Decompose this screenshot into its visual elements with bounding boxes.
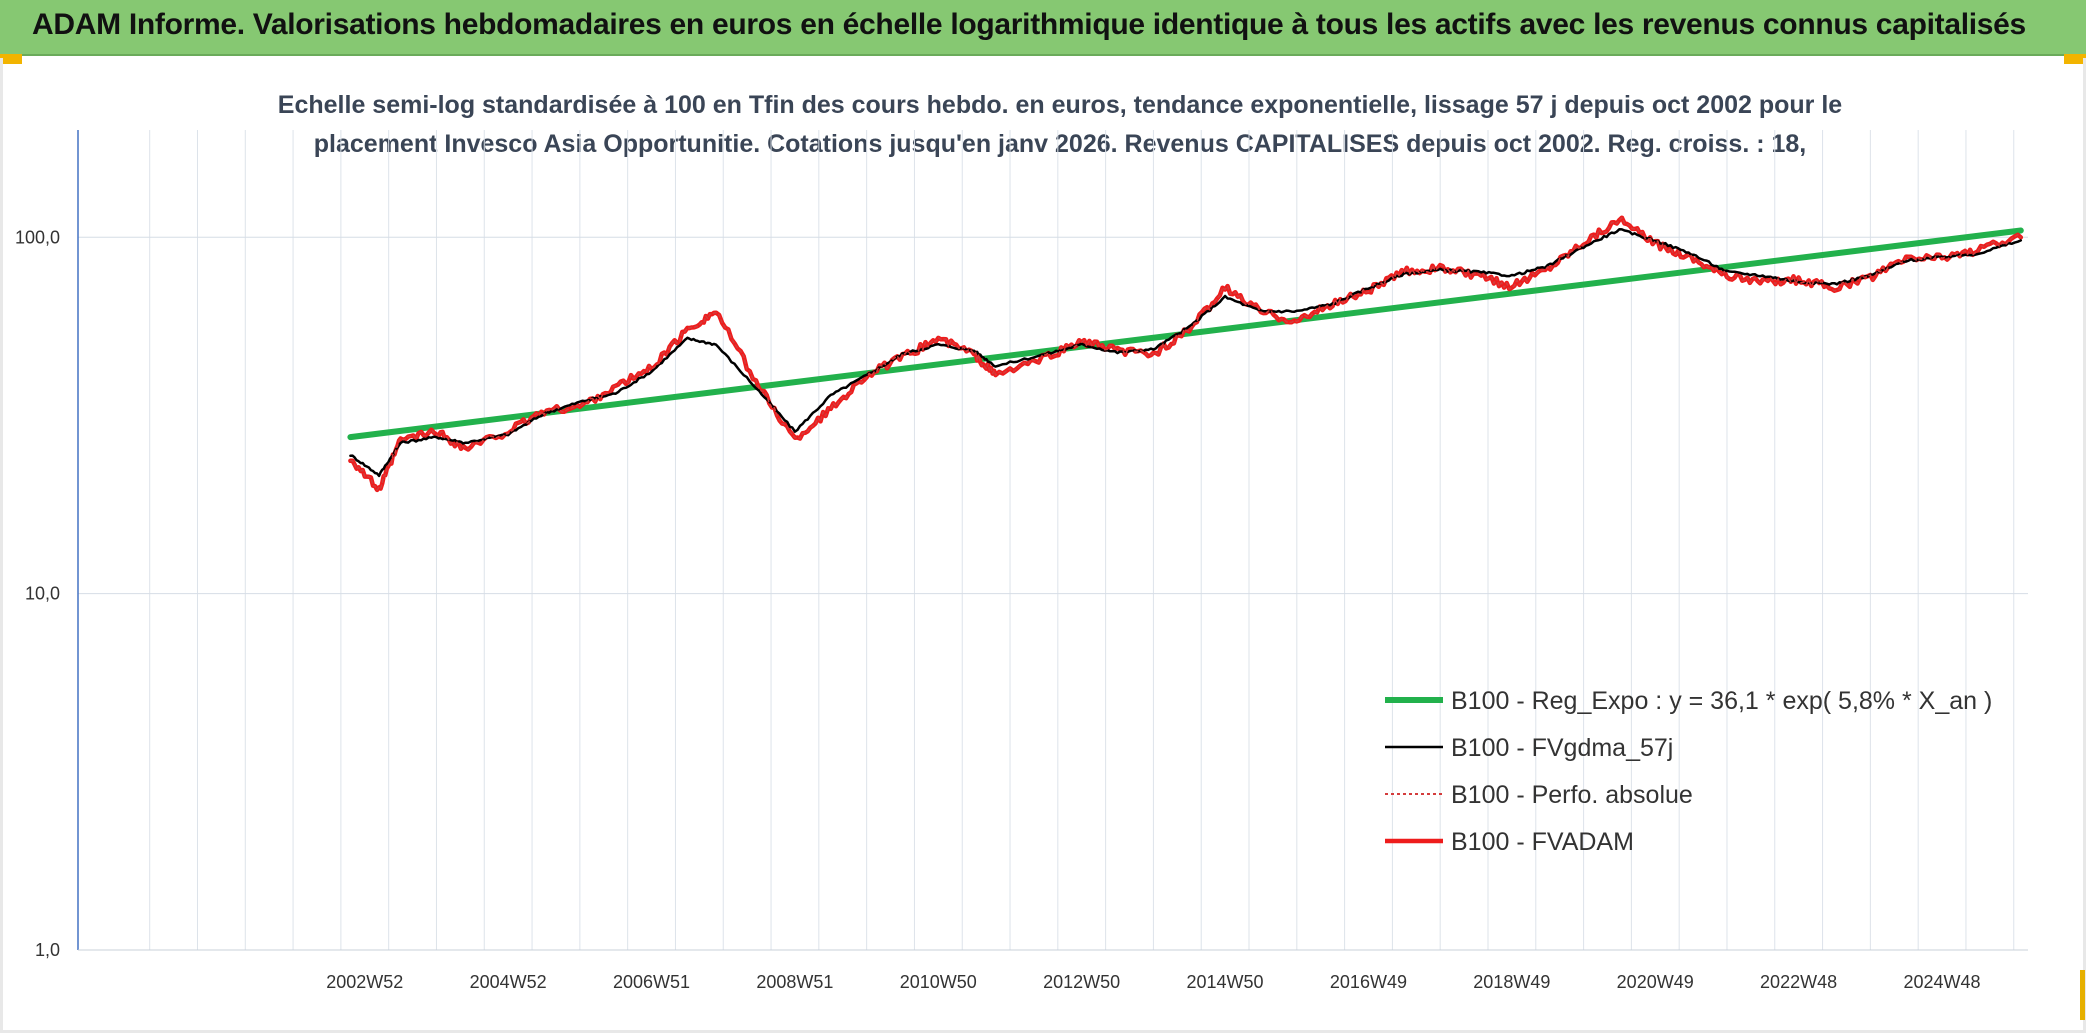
banner-title: ADAM Informe. Valorisations hebdomadaire… <box>32 8 2026 41</box>
x-tick-label: 2002W52 <box>326 972 403 992</box>
x-tick-label: 2012W50 <box>1043 972 1120 992</box>
series-line-0 <box>347 227 2024 441</box>
chart-subtitle-line1: Echelle semi-log standardisée à 100 en T… <box>277 91 1843 119</box>
legend-label: B100 - FVADAM <box>1451 828 1634 856</box>
x-tick-label: 2016W49 <box>1330 972 1407 992</box>
x-tick-label: 2018W49 <box>1473 972 1550 992</box>
corner-marker-left <box>0 54 22 64</box>
series-line-1 <box>349 227 2023 478</box>
y-tick-label: 10,0 <box>25 584 60 604</box>
x-tick-label: 2004W52 <box>470 972 547 992</box>
y-tick-label: 1,0 <box>35 940 60 960</box>
chart-subtitle: Echelle semi-log standardisée à 100 en T… <box>160 86 1960 164</box>
series-line-2 <box>349 216 2022 491</box>
y-tick-label: 100,0 <box>15 227 60 247</box>
edge-marker <box>2080 970 2085 1020</box>
x-tick-label: 2022W48 <box>1760 972 1837 992</box>
corner-marker-right <box>2064 54 2086 64</box>
legend-label: B100 - FVgdma_57j <box>1451 734 1673 762</box>
x-tick-label: 2014W50 <box>1187 972 1264 992</box>
x-tick-label: 2020W49 <box>1617 972 1694 992</box>
x-tick-label: 2008W51 <box>756 972 833 992</box>
x-tick-label: 2024W48 <box>1903 972 1980 992</box>
chart-subtitle-line2: placement Invesco Asia Opportunitie. Cot… <box>313 130 1807 158</box>
x-tick-label: 2006W51 <box>613 972 690 992</box>
chart-frame <box>0 58 2086 1033</box>
legend-label: B100 - Perfo. absolue <box>1451 781 1693 809</box>
x-tick-label: 2010W50 <box>900 972 977 992</box>
legend-label: B100 - Reg_Expo : y = 36,1 * exp( 5,8% *… <box>1451 687 1992 715</box>
title-banner: ADAM Informe. Valorisations hebdomadaire… <box>0 0 2086 56</box>
